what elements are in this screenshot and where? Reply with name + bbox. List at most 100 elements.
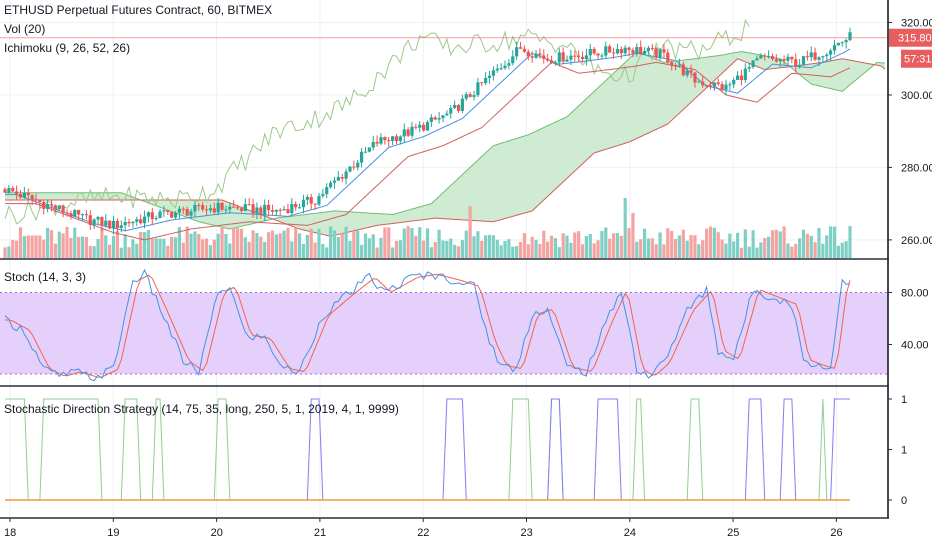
time-tick-label: 20: [211, 527, 223, 539]
candle-body: [383, 137, 387, 141]
candle-body: [49, 204, 54, 206]
candle-body: [348, 166, 352, 172]
volume-bar: [615, 233, 620, 258]
stoch-indicator-label[interactable]: Stoch (14, 3, 3): [4, 270, 87, 284]
volume-bar: [592, 243, 596, 258]
candle-body: [166, 210, 170, 213]
candle-body: [553, 62, 558, 64]
candlesticks: [3, 27, 852, 235]
candle-body: [801, 56, 806, 65]
base-line: [5, 61, 851, 241]
volume-bar: [449, 238, 453, 258]
candle-body: [720, 84, 724, 90]
countdown-tag: [901, 49, 932, 68]
candle-body: [181, 208, 185, 210]
volume-bar: [689, 235, 693, 258]
candle-body: [522, 48, 527, 52]
volume-bar: [778, 231, 782, 258]
candle-body: [495, 68, 499, 71]
volume-bar: [146, 230, 151, 258]
volume-bar: [577, 231, 581, 258]
candle-body: [693, 72, 697, 83]
volume-bar: [499, 245, 503, 258]
candle-body: [139, 219, 143, 224]
candle-body: [61, 205, 65, 213]
candle-body: [332, 180, 337, 183]
price-tick-label: 300.00: [901, 90, 932, 102]
volume-bar: [371, 234, 375, 258]
candle-body: [646, 47, 651, 52]
candle-body: [611, 52, 616, 54]
strategy-tick-label: 1: [901, 445, 907, 457]
ichimoku-indicator-label[interactable]: Ichimoku (9, 26, 52, 26): [4, 41, 131, 55]
volume-bar: [290, 241, 294, 258]
candle-body: [92, 219, 96, 225]
time-tick-label: 21: [314, 527, 326, 539]
volume-bar: [7, 246, 11, 258]
candle-body: [232, 206, 236, 208]
volume-bar: [220, 228, 224, 258]
volume-bar: [127, 247, 131, 258]
volume-bar: [569, 242, 573, 258]
volume-bar: [425, 228, 430, 258]
candle-body: [18, 193, 23, 198]
volume-bar: [65, 226, 69, 258]
volume-bar: [724, 243, 728, 258]
strategy-pane: [5, 398, 850, 501]
candle-body: [34, 199, 38, 201]
volume-bar: [100, 228, 104, 258]
candle-body: [286, 209, 290, 214]
candle-body: [80, 214, 85, 216]
volume-bar: [18, 227, 23, 258]
candle-body: [57, 205, 61, 210]
volume-bar: [297, 233, 302, 258]
candle-body: [480, 82, 484, 84]
candle-body: [774, 59, 778, 62]
candle-body: [425, 122, 430, 131]
candle-body: [666, 52, 670, 63]
volume-bar: [437, 229, 441, 258]
candle-body: [670, 62, 674, 65]
strategy-indicator-label[interactable]: Stochastic Direction Strategy (14, 75, 3…: [4, 402, 399, 416]
candle-body: [716, 82, 720, 85]
candle-body: [239, 208, 244, 212]
stoch-tick-label: 80.00: [901, 288, 929, 300]
candle-body: [441, 115, 445, 119]
volume-bar: [456, 246, 461, 258]
candle-body: [243, 204, 247, 212]
volume-bar: [201, 239, 205, 258]
candle-body: [387, 140, 391, 142]
candle-body: [588, 48, 592, 56]
candle-body: [325, 187, 329, 195]
candle-body: [259, 207, 263, 215]
volume-bar: [580, 244, 585, 258]
volume-bar: [708, 226, 713, 258]
volume-bar: [763, 238, 767, 258]
volume-indicator-label[interactable]: Vol (20): [4, 22, 46, 36]
candle-body: [623, 47, 627, 54]
strategy-tick-label: 1: [901, 394, 907, 406]
candle-body: [414, 126, 418, 128]
candle-body: [154, 218, 158, 220]
volume-bar: [92, 246, 96, 258]
volume-bar: [367, 238, 371, 258]
ichimoku-cloud: [5, 50, 886, 237]
candle-body: [224, 209, 228, 211]
volume-bar: [623, 198, 627, 258]
candle-body: [542, 55, 546, 59]
candle-body: [577, 55, 581, 57]
volume-bar: [383, 227, 387, 258]
candle-body: [673, 64, 678, 66]
volume-bar: [286, 227, 290, 258]
price-tick-label: 260.00: [901, 235, 932, 247]
time-tick-label: 24: [624, 527, 636, 539]
volume-bar: [111, 236, 116, 258]
candle-body: [162, 210, 166, 212]
candle-body: [317, 196, 321, 205]
volume-bar: [418, 227, 422, 258]
candle-body: [468, 94, 472, 97]
volume-bar: [313, 242, 317, 258]
volume-bar: [840, 242, 844, 258]
candle-body: [817, 57, 821, 60]
